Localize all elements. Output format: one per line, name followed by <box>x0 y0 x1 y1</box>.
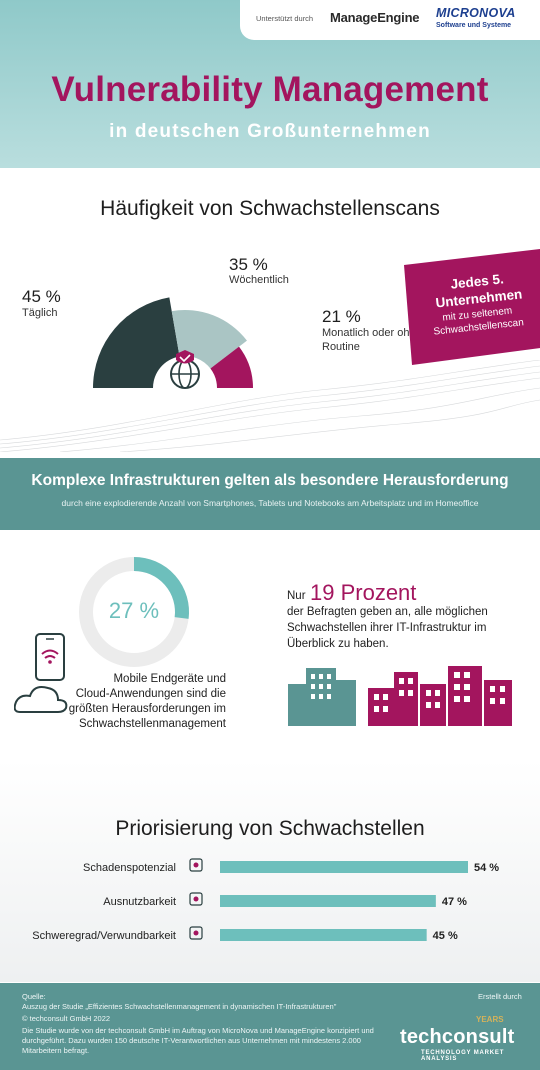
copyright-text: © techconsult GmbH 2022 <box>22 1014 111 1023</box>
scan-frequency-title: Häufigkeit von Schwachstellenscans <box>100 197 440 220</box>
bar-label-2: Schweregrad/Verwundbarkeit <box>32 930 176 942</box>
techconsult-years-badge: YEARS <box>476 1015 504 1024</box>
manageengine-logo: ManageEngine <box>330 10 420 25</box>
prioritization-title: Priorisierung von Schwachstellen <box>115 817 425 840</box>
scan-frequency-chart <box>93 297 253 389</box>
overview-text-line-2: Schwachstellen ihrer IT-Infrastruktur im <box>287 622 487 634</box>
overview-text-line-3: Überblick zu haben. <box>287 638 389 650</box>
bar-1 <box>220 895 436 907</box>
donut-arc <box>133 557 189 619</box>
weekly-percent: 35 % <box>229 255 268 274</box>
monthly-label: Monatlich oder ohne Routine <box>322 327 422 353</box>
monthly-percent: 21 % <box>322 307 361 326</box>
bar-value-0: 54 % <box>474 862 499 874</box>
overview-prefix: Nur <box>287 590 306 602</box>
semi-slice-0 <box>93 297 180 388</box>
overview-text-line-1: der Befragten geben an, alle möglichen <box>287 606 488 618</box>
mobile-cloud-donut <box>79 557 189 667</box>
main-title: Vulnerability Management <box>51 70 489 109</box>
globe-shield-icon <box>170 350 200 389</box>
envelope-bug-icon <box>189 926 203 940</box>
bar-label-1: Ausnutzbarkeit <box>103 896 176 908</box>
smartphone-cloud-icon <box>14 633 68 713</box>
bar-label-0: Schadenspotenzial <box>83 862 176 874</box>
source-text: Auszug der Studie „Effizientes Schwachst… <box>22 1002 337 1011</box>
bar-0 <box>220 861 468 873</box>
bar-2 <box>220 929 427 941</box>
semi-slice-2 <box>210 346 253 388</box>
daily-percent: 45 % <box>22 287 61 306</box>
bar-value-2: 45 % <box>433 930 458 942</box>
techconsult-tagline: TECHNOLOGY MARKET ANALYSIS <box>421 1050 505 1062</box>
mobile-cloud-text-line-3: größten Herausforderungen im <box>68 703 226 715</box>
overview-percent: 19 Prozent <box>310 580 417 605</box>
daily-label: Täglich <box>22 307 58 319</box>
laptop-bug-icon <box>189 858 203 872</box>
sponsor-label: Unterstützt durch <box>256 14 314 23</box>
mobile-cloud-text: Mobile Endgeräte und Cloud-Anwendungen s… <box>52 672 226 732</box>
mobile-cloud-text-line-1: Mobile Endgeräte und <box>113 673 226 685</box>
donut-value: 27 % <box>108 598 160 623</box>
study-note: Die Studie wurde von der techconsult Gmb… <box>22 1026 374 1055</box>
infrastructure-subtitle: durch eine explodierende Anzahl von Smar… <box>61 498 479 508</box>
techconsult-logo: techconsult <box>400 1026 515 1048</box>
main-subtitle: in deutschen Großunternehmen <box>109 121 431 142</box>
source-label: Quelle: <box>22 992 46 1001</box>
wave-decoration <box>0 360 540 452</box>
infrastructure-banner <box>0 458 540 530</box>
created-by-label: Erstellt durch <box>478 992 522 1001</box>
bar-value-1: 47 % <box>442 896 467 908</box>
mobile-cloud-text-line-2: Cloud-Anwendungen sind die <box>75 688 226 700</box>
sponsor-bar <box>240 0 540 40</box>
micronova-logo-subtitle: Software und Systeme <box>436 22 512 29</box>
circuit-icon <box>189 892 203 906</box>
footer <box>0 983 540 1070</box>
prioritization-bar-chart: Schadenspotenzial 54 % Ausnutzbarkeit 47 % S… <box>32 858 499 942</box>
city-skyline-icon <box>288 666 512 726</box>
micronova-logo: MICRONOVA <box>436 6 516 20</box>
infrastructure-title: Komplexe Infrastrukturen gelten als beso… <box>31 472 509 489</box>
callout-badge <box>404 249 540 365</box>
mobile-cloud-text-line-4: Schwachstellenmanagement <box>78 718 226 730</box>
weekly-label: Wöchentlich <box>229 274 289 286</box>
overview-text: der Befragten geben an, alle möglichen S… <box>287 604 507 652</box>
